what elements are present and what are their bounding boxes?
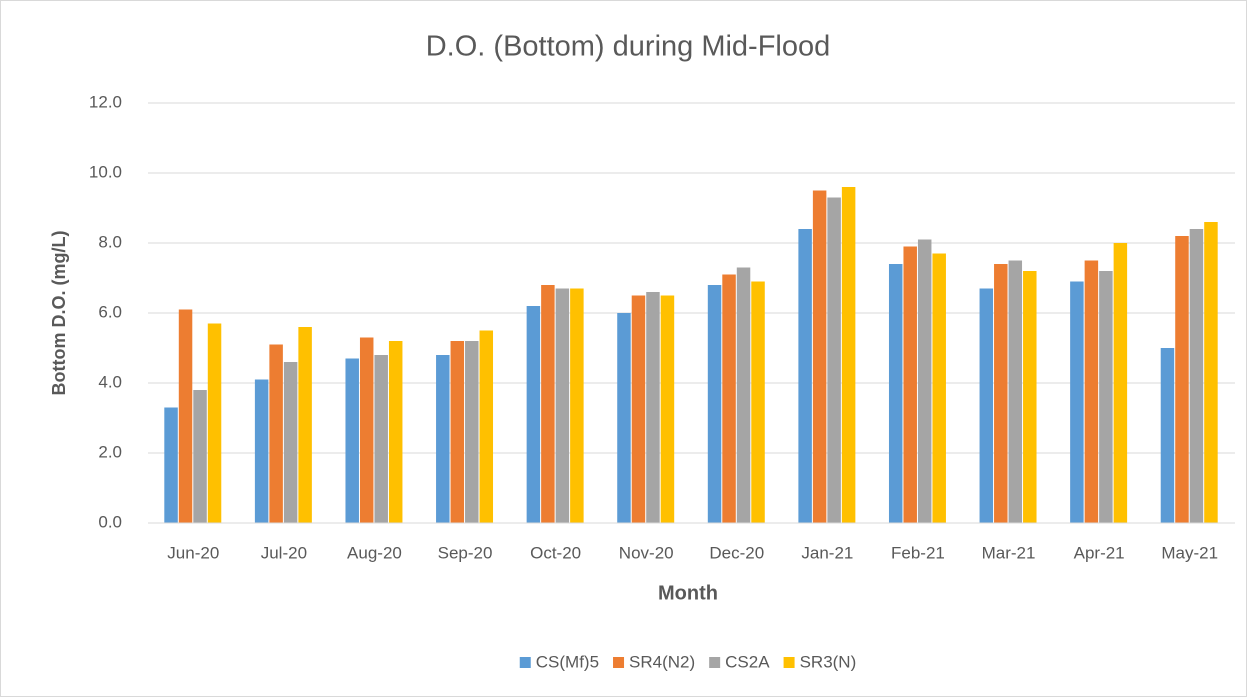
bar bbox=[979, 288, 994, 523]
bar bbox=[660, 295, 675, 523]
bar bbox=[1070, 281, 1084, 523]
bar bbox=[646, 292, 660, 523]
x-tick-label: Dec-20 bbox=[709, 543, 764, 562]
bar bbox=[359, 337, 374, 523]
legend-label: CS2A bbox=[725, 652, 770, 671]
legend-swatch bbox=[613, 657, 625, 668]
bar bbox=[269, 344, 283, 523]
y-tick-label: 12.0 bbox=[89, 92, 122, 111]
bar bbox=[994, 264, 1008, 523]
y-tick-label: 4.0 bbox=[98, 372, 122, 391]
bar bbox=[254, 379, 269, 523]
bar bbox=[1023, 271, 1037, 523]
x-tick-label: May-21 bbox=[1161, 543, 1218, 562]
bar bbox=[178, 309, 193, 523]
x-tick-label: Jun-20 bbox=[167, 543, 219, 562]
bar bbox=[1160, 348, 1175, 523]
legend-swatch bbox=[519, 657, 531, 668]
y-tick-label: 8.0 bbox=[98, 232, 122, 251]
chart-title: D.O. (Bottom) during Mid-Flood bbox=[426, 31, 831, 63]
bar bbox=[570, 288, 584, 523]
legend-label: SR4(N2) bbox=[629, 652, 695, 671]
bar bbox=[374, 355, 388, 523]
y-axis-label: Bottom D.O. (mg/L) bbox=[49, 231, 69, 396]
y-tick-label: 10.0 bbox=[89, 162, 122, 181]
x-tick-label: Nov-20 bbox=[619, 543, 674, 562]
bar bbox=[917, 239, 932, 523]
bar bbox=[722, 274, 736, 523]
bar bbox=[479, 330, 494, 523]
bar bbox=[555, 288, 570, 523]
x-tick-label: Mar-21 bbox=[982, 543, 1036, 562]
bar bbox=[736, 267, 751, 523]
bar bbox=[751, 281, 765, 523]
bar bbox=[1175, 236, 1189, 523]
legend-label: CS(Mf)5 bbox=[536, 652, 599, 671]
x-tick-label: Jul-20 bbox=[261, 543, 307, 562]
bar bbox=[812, 190, 827, 523]
legend-swatch bbox=[709, 657, 721, 668]
x-axis-label: Month bbox=[658, 582, 718, 604]
bar bbox=[903, 246, 917, 523]
bar bbox=[541, 285, 555, 523]
bar bbox=[888, 264, 903, 523]
x-tick-label: Aug-20 bbox=[347, 543, 402, 562]
bar bbox=[1113, 243, 1128, 523]
bar bbox=[1008, 260, 1023, 523]
bar bbox=[164, 407, 178, 523]
bar bbox=[283, 362, 298, 523]
bar bbox=[827, 197, 841, 523]
bar bbox=[526, 306, 541, 523]
bar bbox=[707, 285, 722, 523]
legend-swatch bbox=[783, 657, 795, 668]
x-tick-label: Oct-20 bbox=[530, 543, 581, 562]
y-tick-label: 0.0 bbox=[98, 512, 122, 531]
x-tick-label: Sep-20 bbox=[438, 543, 493, 562]
bar bbox=[631, 295, 646, 523]
legend-label: SR3(N) bbox=[800, 652, 857, 671]
bar bbox=[193, 390, 207, 523]
y-tick-label: 2.0 bbox=[98, 442, 122, 461]
bar bbox=[1189, 229, 1204, 523]
bar bbox=[298, 327, 312, 523]
x-tick-label: Feb-21 bbox=[891, 543, 945, 562]
bar bbox=[1099, 271, 1113, 523]
x-tick-label: Apr-21 bbox=[1074, 543, 1125, 562]
bar bbox=[436, 355, 450, 523]
bar bbox=[798, 229, 812, 523]
bar bbox=[932, 253, 946, 523]
bar bbox=[465, 341, 479, 523]
bar bbox=[1084, 260, 1099, 523]
bar bbox=[841, 187, 856, 523]
bar bbox=[388, 341, 403, 523]
bar bbox=[450, 341, 465, 523]
bar bbox=[207, 323, 222, 523]
bar bbox=[617, 313, 631, 523]
bar bbox=[345, 358, 359, 523]
x-tick-label: Jan-21 bbox=[801, 543, 853, 562]
bar bbox=[1204, 222, 1218, 523]
y-tick-label: 6.0 bbox=[98, 302, 122, 321]
